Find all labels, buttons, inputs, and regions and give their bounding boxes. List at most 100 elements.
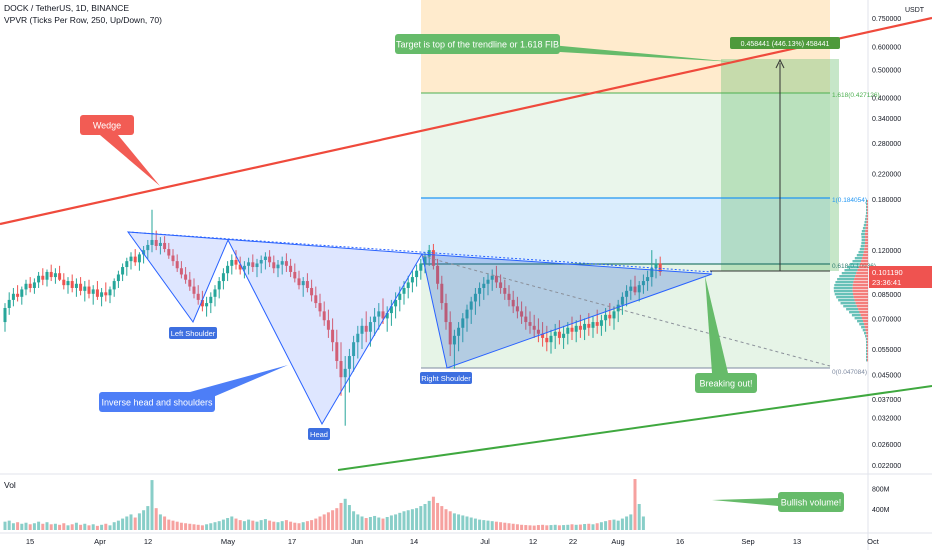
candle-body [3, 307, 7, 323]
price-tick-label: 0.085000 [872, 292, 901, 299]
volume-bar [301, 522, 305, 530]
right-shoulder-label-box [420, 372, 472, 384]
volume-bar [604, 521, 608, 530]
candle-body [616, 304, 620, 312]
volume-bar [70, 524, 74, 530]
candle-body [158, 242, 162, 246]
volume-tick-label: 800M [872, 486, 890, 493]
candle-body [511, 299, 515, 307]
volume-bar [247, 519, 251, 530]
volume-bar [431, 496, 435, 530]
candle-body [646, 277, 650, 282]
candle-body [465, 309, 469, 319]
volume-bar [507, 523, 511, 530]
candle-body [20, 289, 24, 297]
candle-body [70, 281, 74, 288]
candle-body [276, 264, 280, 269]
volume-bar [91, 524, 95, 530]
volume-bar [633, 479, 637, 530]
vpvr-up-bar [841, 272, 857, 275]
vpvr-down-bar [860, 314, 868, 317]
volume-bar [53, 523, 57, 530]
volume-bar [406, 510, 410, 530]
vpvr-up-bar [839, 275, 856, 278]
time-tick-label: 17 [288, 537, 296, 546]
candle-body [641, 281, 645, 286]
head-label-box [308, 428, 330, 440]
volume-bar [360, 516, 364, 530]
candle-body [142, 250, 146, 255]
candle-body [515, 306, 519, 312]
candle-body [24, 283, 28, 290]
volume-bar [515, 524, 519, 530]
candle-body [574, 325, 578, 332]
candle-body [280, 261, 284, 265]
vpvr-up-bar [834, 284, 853, 287]
candle-body [234, 259, 238, 265]
vpvr-up-bar [866, 200, 868, 203]
candle-body [179, 268, 183, 275]
price-tick-label: 0.600000 [872, 44, 901, 51]
volume-bar [444, 509, 448, 530]
head-label-text: Head [310, 430, 328, 439]
candle-body [637, 285, 641, 293]
candle-body [108, 289, 112, 296]
price-tick-label: 0.120000 [872, 248, 901, 255]
candle-body [322, 311, 326, 321]
vpvr-down-bar [853, 296, 868, 299]
candle-body [398, 293, 402, 300]
volume-bar [16, 522, 20, 530]
vpvr-down-bar [866, 332, 868, 335]
volume-bar [154, 508, 158, 530]
vpvr-down-bar [856, 305, 868, 308]
candle-body [566, 327, 570, 334]
vpvr-up-bar [838, 299, 855, 302]
vpvr-down-bar [852, 287, 868, 290]
vpvr-up-bar [865, 338, 868, 341]
volume-bar [448, 511, 452, 530]
candle-body [608, 314, 612, 319]
fib-zone-1618 [421, 93, 830, 198]
candle-body [62, 279, 66, 286]
vpvr-up-bar [866, 347, 868, 350]
vpvr-up-bar [852, 260, 862, 263]
volume-bar [284, 520, 288, 530]
inverse-hs-callout-text: Inverse head and shoulders [101, 398, 213, 408]
vpvr-up-bar [840, 302, 856, 305]
volume-bar [146, 506, 150, 530]
volume-bar [541, 524, 545, 530]
volume-bar [314, 518, 318, 530]
volume-bar [587, 523, 591, 530]
candle-body [587, 323, 591, 328]
volume-bar [486, 520, 490, 530]
candle-body [175, 261, 179, 269]
volume-bar [150, 480, 154, 530]
candle-body [184, 274, 188, 280]
candle-body [171, 255, 175, 262]
candle-body [37, 275, 41, 283]
volume-bar [616, 520, 620, 530]
vpvr-down-bar [862, 257, 868, 260]
volume-bar [3, 521, 7, 530]
candle-body [578, 325, 582, 330]
volume-bar [641, 516, 645, 530]
vpvr-up-bar [847, 266, 859, 269]
volume-bar [326, 512, 330, 530]
candle-body [238, 264, 242, 270]
candle-body [541, 333, 545, 338]
volume-bar [637, 504, 641, 530]
candle-body [91, 289, 95, 294]
volume-bar [41, 523, 45, 530]
inverse-hs-callout-pointer [190, 365, 288, 400]
volume-bar [331, 510, 335, 530]
vpvr-up-bar [860, 245, 865, 248]
volume-bar [473, 518, 477, 530]
volume-bar [45, 522, 49, 530]
candle-body [591, 322, 595, 328]
volume-bar [322, 514, 326, 530]
projection-line [421, 255, 831, 367]
volume-bar [213, 522, 217, 530]
volume-bar [66, 525, 70, 530]
vpvr-up-bar [859, 323, 865, 326]
